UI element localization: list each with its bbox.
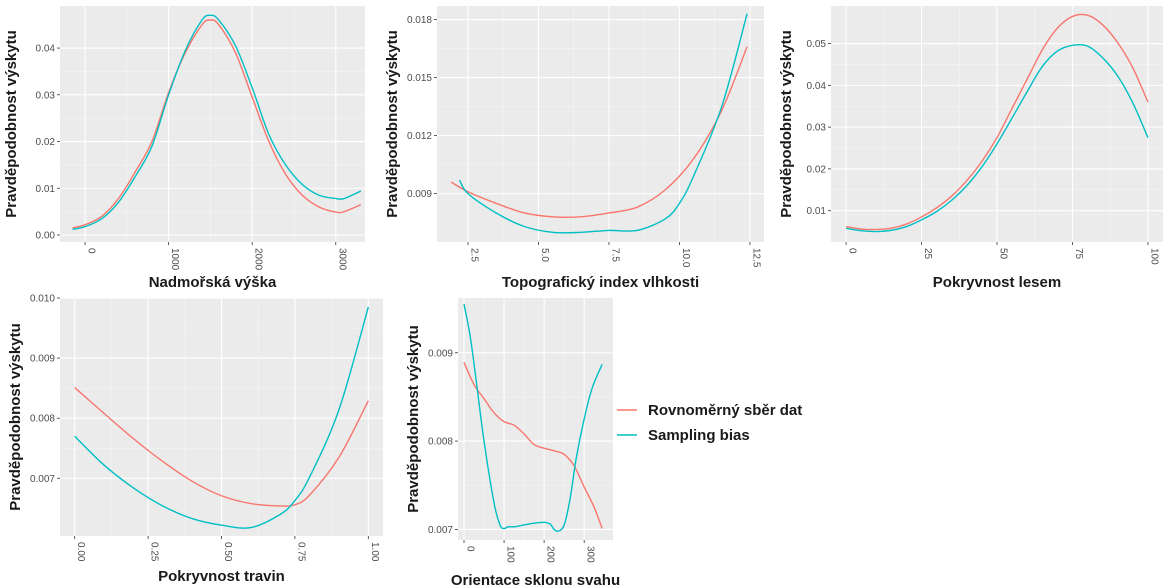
- x-axis-title: Nadmořská výška: [149, 274, 277, 291]
- chart-panel-5: 0.007 0.008 0.009 0 100 200 300 Orientace sklon…: [405, 298, 620, 585]
- x-tick-label: 0.50: [222, 542, 233, 562]
- x-tick-label: 2000: [253, 248, 264, 271]
- y-tick-label: 0.009: [407, 189, 432, 200]
- legend-label-uniform: Rovnoměrný sběr dat: [648, 402, 802, 419]
- y-tick-label: 0.010: [30, 294, 55, 305]
- panel-background: [60, 6, 365, 242]
- y-tick-label: 0.007: [428, 525, 453, 536]
- x-tick-label: 25: [922, 248, 933, 260]
- y-tick-label: 0.008: [30, 414, 55, 425]
- series-line-uniform: [845, 13, 1149, 231]
- series-line-bias: [845, 43, 1149, 233]
- y-tick-label: 0.05: [807, 39, 827, 50]
- y-axis-title: Pravděpodobnost výskytu: [3, 30, 20, 218]
- y-tick-label: 0.018: [407, 15, 432, 26]
- legend-label-bias: Sampling bias: [648, 427, 750, 444]
- y-tick-label: 0.03: [807, 123, 827, 134]
- chart-panel-2: 0.009 0.012 0.015 0.018 2.5 5.0 7.5 10.0 12.5 Top…: [384, 6, 764, 291]
- x-tick-label: 1.00: [369, 542, 380, 562]
- x-tick-label: 12.5: [750, 248, 761, 268]
- x-tick-label: 75: [1073, 248, 1084, 260]
- legend: Rovnoměrný sběr dat Sampling bias: [617, 402, 802, 444]
- x-tick-label: 200: [545, 546, 556, 563]
- x-tick-label: 7.5: [609, 248, 620, 262]
- y-axis-title: Pravděpodobnost výskytu: [384, 30, 401, 218]
- x-tick-label: 100: [1148, 248, 1159, 265]
- y-tick-label: 0.009: [30, 354, 55, 365]
- x-axis-title: Topografický index vlhkosti: [502, 274, 699, 291]
- series-line-bias: [458, 13, 748, 234]
- x-tick-label: 0: [465, 546, 476, 552]
- y-tick-label: 0.00: [36, 230, 56, 241]
- series-line-bias: [72, 14, 362, 231]
- x-tick-label: 10.0: [680, 248, 691, 268]
- series-line-uniform: [463, 362, 603, 529]
- series-line-uniform: [450, 46, 748, 219]
- x-tick-label: 300: [585, 546, 596, 563]
- y-tick-label: 0.015: [407, 73, 432, 84]
- y-tick-label: 0.01: [807, 206, 827, 217]
- y-tick-label: 0.02: [36, 137, 56, 148]
- series-line-bias: [74, 306, 369, 529]
- panel-background: [437, 6, 764, 242]
- chart-panel-3: 0.01 0.02 0.03 0.04 0.05 0 25 50 75 100 Pokryvnost…: [778, 6, 1163, 291]
- x-tick-label: 2.5: [469, 248, 480, 262]
- y-tick-label: 0.03: [36, 90, 56, 101]
- series-line-bias: [463, 304, 603, 533]
- x-tick-label: 0.00: [75, 542, 86, 562]
- x-tick-label: 0.75: [295, 542, 306, 562]
- chart-panels: 0.000.010.020.030.040 1000 2000 3000Nadmořs…: [3, 6, 1163, 585]
- x-axis-title: Orientace sklonu svahu: [451, 572, 620, 585]
- y-tick-label: 0.007: [30, 474, 55, 485]
- y-tick-label: 0.01: [36, 184, 56, 195]
- x-tick-label: 0.25: [149, 542, 160, 562]
- y-axis-title: Pravděpodobnost výskytu: [778, 30, 795, 218]
- x-tick-label: 0: [847, 248, 858, 254]
- y-tick-label: 0.009: [428, 348, 453, 359]
- series-line-uniform: [74, 387, 369, 507]
- y-tick-label: 0.04: [36, 44, 56, 55]
- x-tick-label: 100: [505, 546, 516, 563]
- x-tick-label: 50: [998, 248, 1009, 260]
- x-tick-label: 5.0: [539, 248, 550, 262]
- chart-panel-4: 0.007 0.008 0.009 0.010 0.00 0.25 0.50 0.75 1.00…: [7, 294, 383, 585]
- x-axis-title: Pokryvnost travin: [158, 568, 285, 585]
- chart-panel-1: 0.00 0.01 0.02 0.03 0.04 0 1000 2000 3000 Nadmořs…: [3, 6, 365, 291]
- x-tick-label: 1000: [169, 248, 180, 271]
- y-tick-label: 0.04: [807, 81, 827, 92]
- y-axis-title: Pravděpodobnost výskytu: [405, 325, 422, 513]
- y-tick-label: 0.02: [807, 164, 827, 175]
- y-tick-label: 0.008: [428, 437, 453, 448]
- series-line-uniform: [72, 19, 362, 229]
- x-tick-label: 3000: [336, 248, 347, 271]
- x-tick-label: 0: [86, 248, 97, 254]
- x-axis-title: Pokryvnost lesem: [933, 274, 1061, 291]
- y-tick-label: 0.012: [407, 131, 432, 142]
- y-axis-title: Pravděpodobnost výskytu: [7, 323, 24, 511]
